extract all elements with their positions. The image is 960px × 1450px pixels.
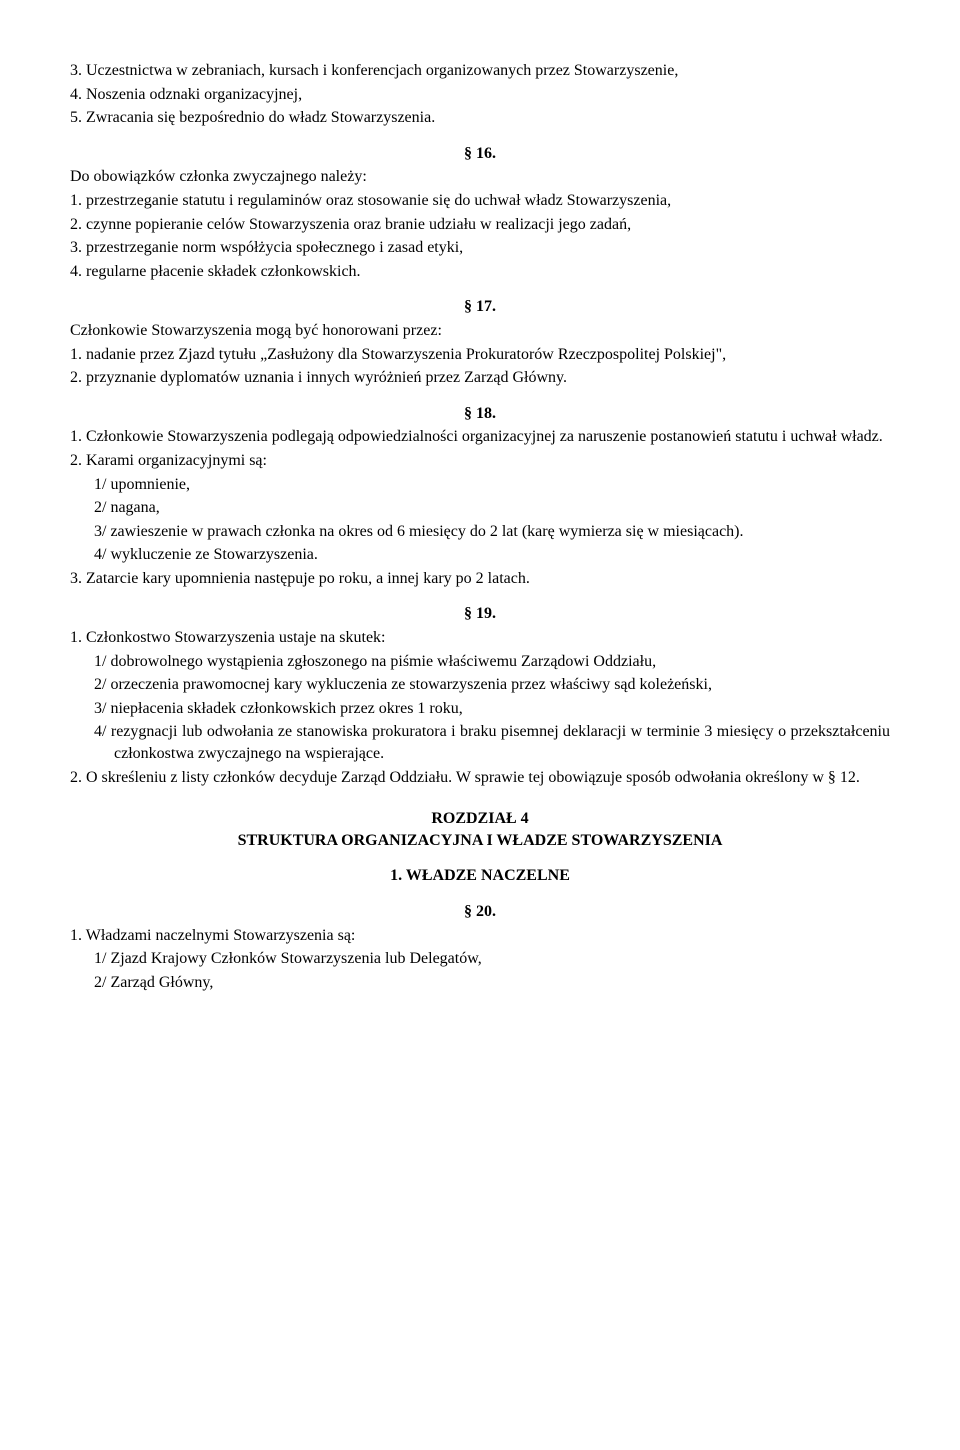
- list-item: 3. przestrzeganie norm współżycia społec…: [70, 237, 890, 259]
- sub-list-item: 3/ niepłacenia składek członkowskich prz…: [70, 698, 890, 720]
- list-item: 4. Noszenia odznaki organizacyjnej,: [70, 84, 890, 106]
- list-item: 1. Członkowie Stowarzyszenia podlegają o…: [70, 426, 890, 448]
- list-item: 2. O skreśleniu z listy członków decyduj…: [70, 767, 890, 789]
- sub-list-item: 4/ wykluczenie ze Stowarzyszenia.: [70, 544, 890, 566]
- sub-list-item: 1/ Zjazd Krajowy Członków Stowarzyszenia…: [70, 948, 890, 970]
- list-item: 3. Zatarcie kary upomnienia następuje po…: [70, 568, 890, 590]
- sub-list-item: 4/ rezygnacji lub odwołania ze stanowisk…: [70, 721, 890, 764]
- section-heading: § 18.: [70, 403, 890, 425]
- list-item: 1. przestrzeganie statutu i regulaminów …: [70, 190, 890, 212]
- sub-list-item: 1/ dobrowolnego wystąpienia zgłoszonego …: [70, 651, 890, 673]
- sub-list-item: 3/ zawieszenie w prawach członka na okre…: [70, 521, 890, 543]
- section-heading: § 20.: [70, 901, 890, 923]
- sub-list-item: 2/ Zarząd Główny,: [70, 972, 890, 994]
- chapter-title: STRUKTURA ORGANIZACYJNA I WŁADZE STOWARZ…: [70, 830, 890, 852]
- section-intro: Do obowiązków członka zwyczajnego należy…: [70, 166, 890, 188]
- list-item: 5. Zwracania się bezpośrednio do władz S…: [70, 107, 890, 129]
- chapter-number: ROZDZIAŁ 4: [70, 808, 890, 830]
- list-item: 2. przyznanie dyplomatów uznania i innyc…: [70, 367, 890, 389]
- list-item: 3. Uczestnictwa w zebraniach, kursach i …: [70, 60, 890, 82]
- sub-list-item: 1/ upomnienie,: [70, 474, 890, 496]
- list-item: 1. Członkostwo Stowarzyszenia ustaje na …: [70, 627, 890, 649]
- section-heading: § 17.: [70, 296, 890, 318]
- section-heading: § 16.: [70, 143, 890, 165]
- list-item: 1. nadanie przez Zjazd tytułu „Zasłużony…: [70, 344, 890, 366]
- sub-list-item: 2/ nagana,: [70, 497, 890, 519]
- list-item: 1. Władzami naczelnymi Stowarzyszenia są…: [70, 925, 890, 947]
- list-item: 4. regularne płacenie składek członkowsk…: [70, 261, 890, 283]
- list-item: 2. czynne popieranie celów Stowarzyszeni…: [70, 214, 890, 236]
- section-intro: Członkowie Stowarzyszenia mogą być honor…: [70, 320, 890, 342]
- sub-list-item: 2/ orzeczenia prawomocnej kary wykluczen…: [70, 674, 890, 696]
- subchapter-title: 1. WŁADZE NACZELNE: [70, 865, 890, 887]
- list-item: 2. Karami organizacyjnymi są:: [70, 450, 890, 472]
- section-heading: § 19.: [70, 603, 890, 625]
